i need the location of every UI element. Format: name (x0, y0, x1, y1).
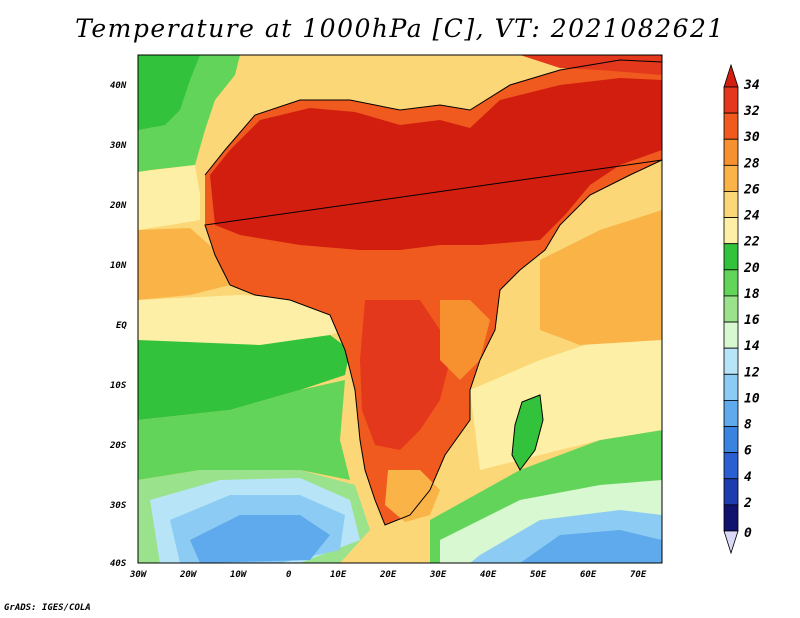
colorbar-label: 20 (743, 261, 760, 276)
colorbar-label: 32 (743, 104, 760, 119)
lon-tick: 10W (230, 570, 248, 580)
colorbar-swatch (723, 217, 739, 245)
arabian-sea-warm-zone (540, 210, 662, 345)
colorbar-swatch (723, 347, 739, 375)
colorbar-swatch (723, 191, 739, 218)
map-title: Temperature at 1000hPa [C], VT: 20210826… (75, 14, 725, 43)
lat-tick: 10S (110, 381, 127, 391)
colorbar-swatch (723, 321, 739, 349)
lon-tick: 30W (129, 570, 148, 580)
madagascar-landmass (511, 394, 544, 471)
colorbar-swatch (723, 269, 739, 297)
colorbar-label: 30 (743, 130, 760, 145)
south-atlantic-green-band (138, 335, 350, 420)
colorbar-label: 0 (744, 526, 752, 541)
mediterranean-zone (240, 55, 470, 100)
lon-tick: 40E (480, 570, 497, 580)
lon-tick: 20E (379, 570, 397, 580)
colorbar-swatch (723, 400, 739, 427)
colorbar-label: 18 (744, 287, 760, 302)
lon-tick: 20W (179, 570, 198, 580)
colorbar-swatch (723, 504, 739, 532)
southern-africa-hot-zone (360, 300, 450, 450)
lon-tick: 30E (429, 570, 447, 580)
colorbar-label: 6 (744, 444, 752, 459)
lon-tick: 50E (530, 570, 547, 580)
colorbar-label: 34 (743, 78, 760, 93)
south-atlantic-coldest-band (190, 515, 330, 563)
credit-label: GrADS: IGES/COLA (4, 603, 91, 613)
colorbar-swatch (723, 138, 739, 166)
colorbar-swatch (723, 243, 739, 271)
map-frame (137, 54, 663, 564)
colorbar-swatch (723, 164, 739, 192)
colorbar-label: 8 (744, 418, 752, 433)
lon-tick: 0 (286, 570, 292, 580)
north-atlantic-green-zone (138, 55, 200, 130)
colorbar-swatch (723, 86, 739, 114)
colorbar-swatch (723, 373, 739, 401)
longitude-axis: 30W 20W 10W 0 10E 20E 30E 40E 50E 60E 70… (129, 570, 647, 580)
east-africa-highlands-zone (440, 300, 490, 380)
lat-tick: 40N (110, 81, 127, 91)
latitude-axis: 40N 30N 20N 10N EQ 10S 20S 30S 40S (109, 81, 127, 569)
coastline (204, 59, 663, 526)
atlantic-subtropic-zone (138, 165, 200, 230)
colorbar-label: 2 (743, 496, 752, 511)
colorbar-label: 26 (743, 182, 760, 197)
colorbar-label: 12 (744, 365, 760, 380)
colorbar-label: 24 (743, 209, 760, 224)
lat-tick: 30N (109, 141, 127, 151)
temperature-field (138, 55, 662, 563)
colorbar-swatch (723, 452, 739, 480)
colorbar-label: 4 (744, 470, 752, 485)
colorbar-bottom-arrow (723, 530, 739, 555)
lon-tick: 70E (630, 570, 647, 580)
sahara-hot-zone (210, 78, 662, 250)
gulf-guinea-warm-zone (138, 228, 230, 300)
colorbar-swatch (723, 112, 739, 140)
colorbar-top-arrow (723, 63, 739, 88)
colorbar-label: 10 (744, 391, 760, 406)
lat-tick: 20S (109, 441, 127, 451)
colorbar-swatch (723, 295, 739, 323)
colorbar-swatch (723, 478, 739, 506)
lat-tick: 20N (109, 201, 127, 211)
lat-tick: 10N (110, 261, 127, 271)
lat-tick: 30S (109, 501, 127, 511)
lon-tick: 60E (580, 570, 597, 580)
lon-tick: 10E (330, 570, 347, 580)
colorbar-label: 28 (743, 156, 760, 171)
colorbar-label: 16 (744, 313, 760, 328)
south-atlantic-light-green-band (138, 380, 350, 480)
lat-tick: EQ (116, 321, 127, 331)
colorbar-label: 14 (744, 339, 760, 354)
south-indian-coldest-band (520, 530, 662, 563)
colorbar-swatch (723, 426, 739, 454)
south-africa-mild-zone (385, 470, 440, 522)
lat-tick: 40S (110, 559, 127, 569)
equatorial-atlantic-zone (138, 295, 345, 345)
colorbar-label: 22 (743, 235, 760, 250)
